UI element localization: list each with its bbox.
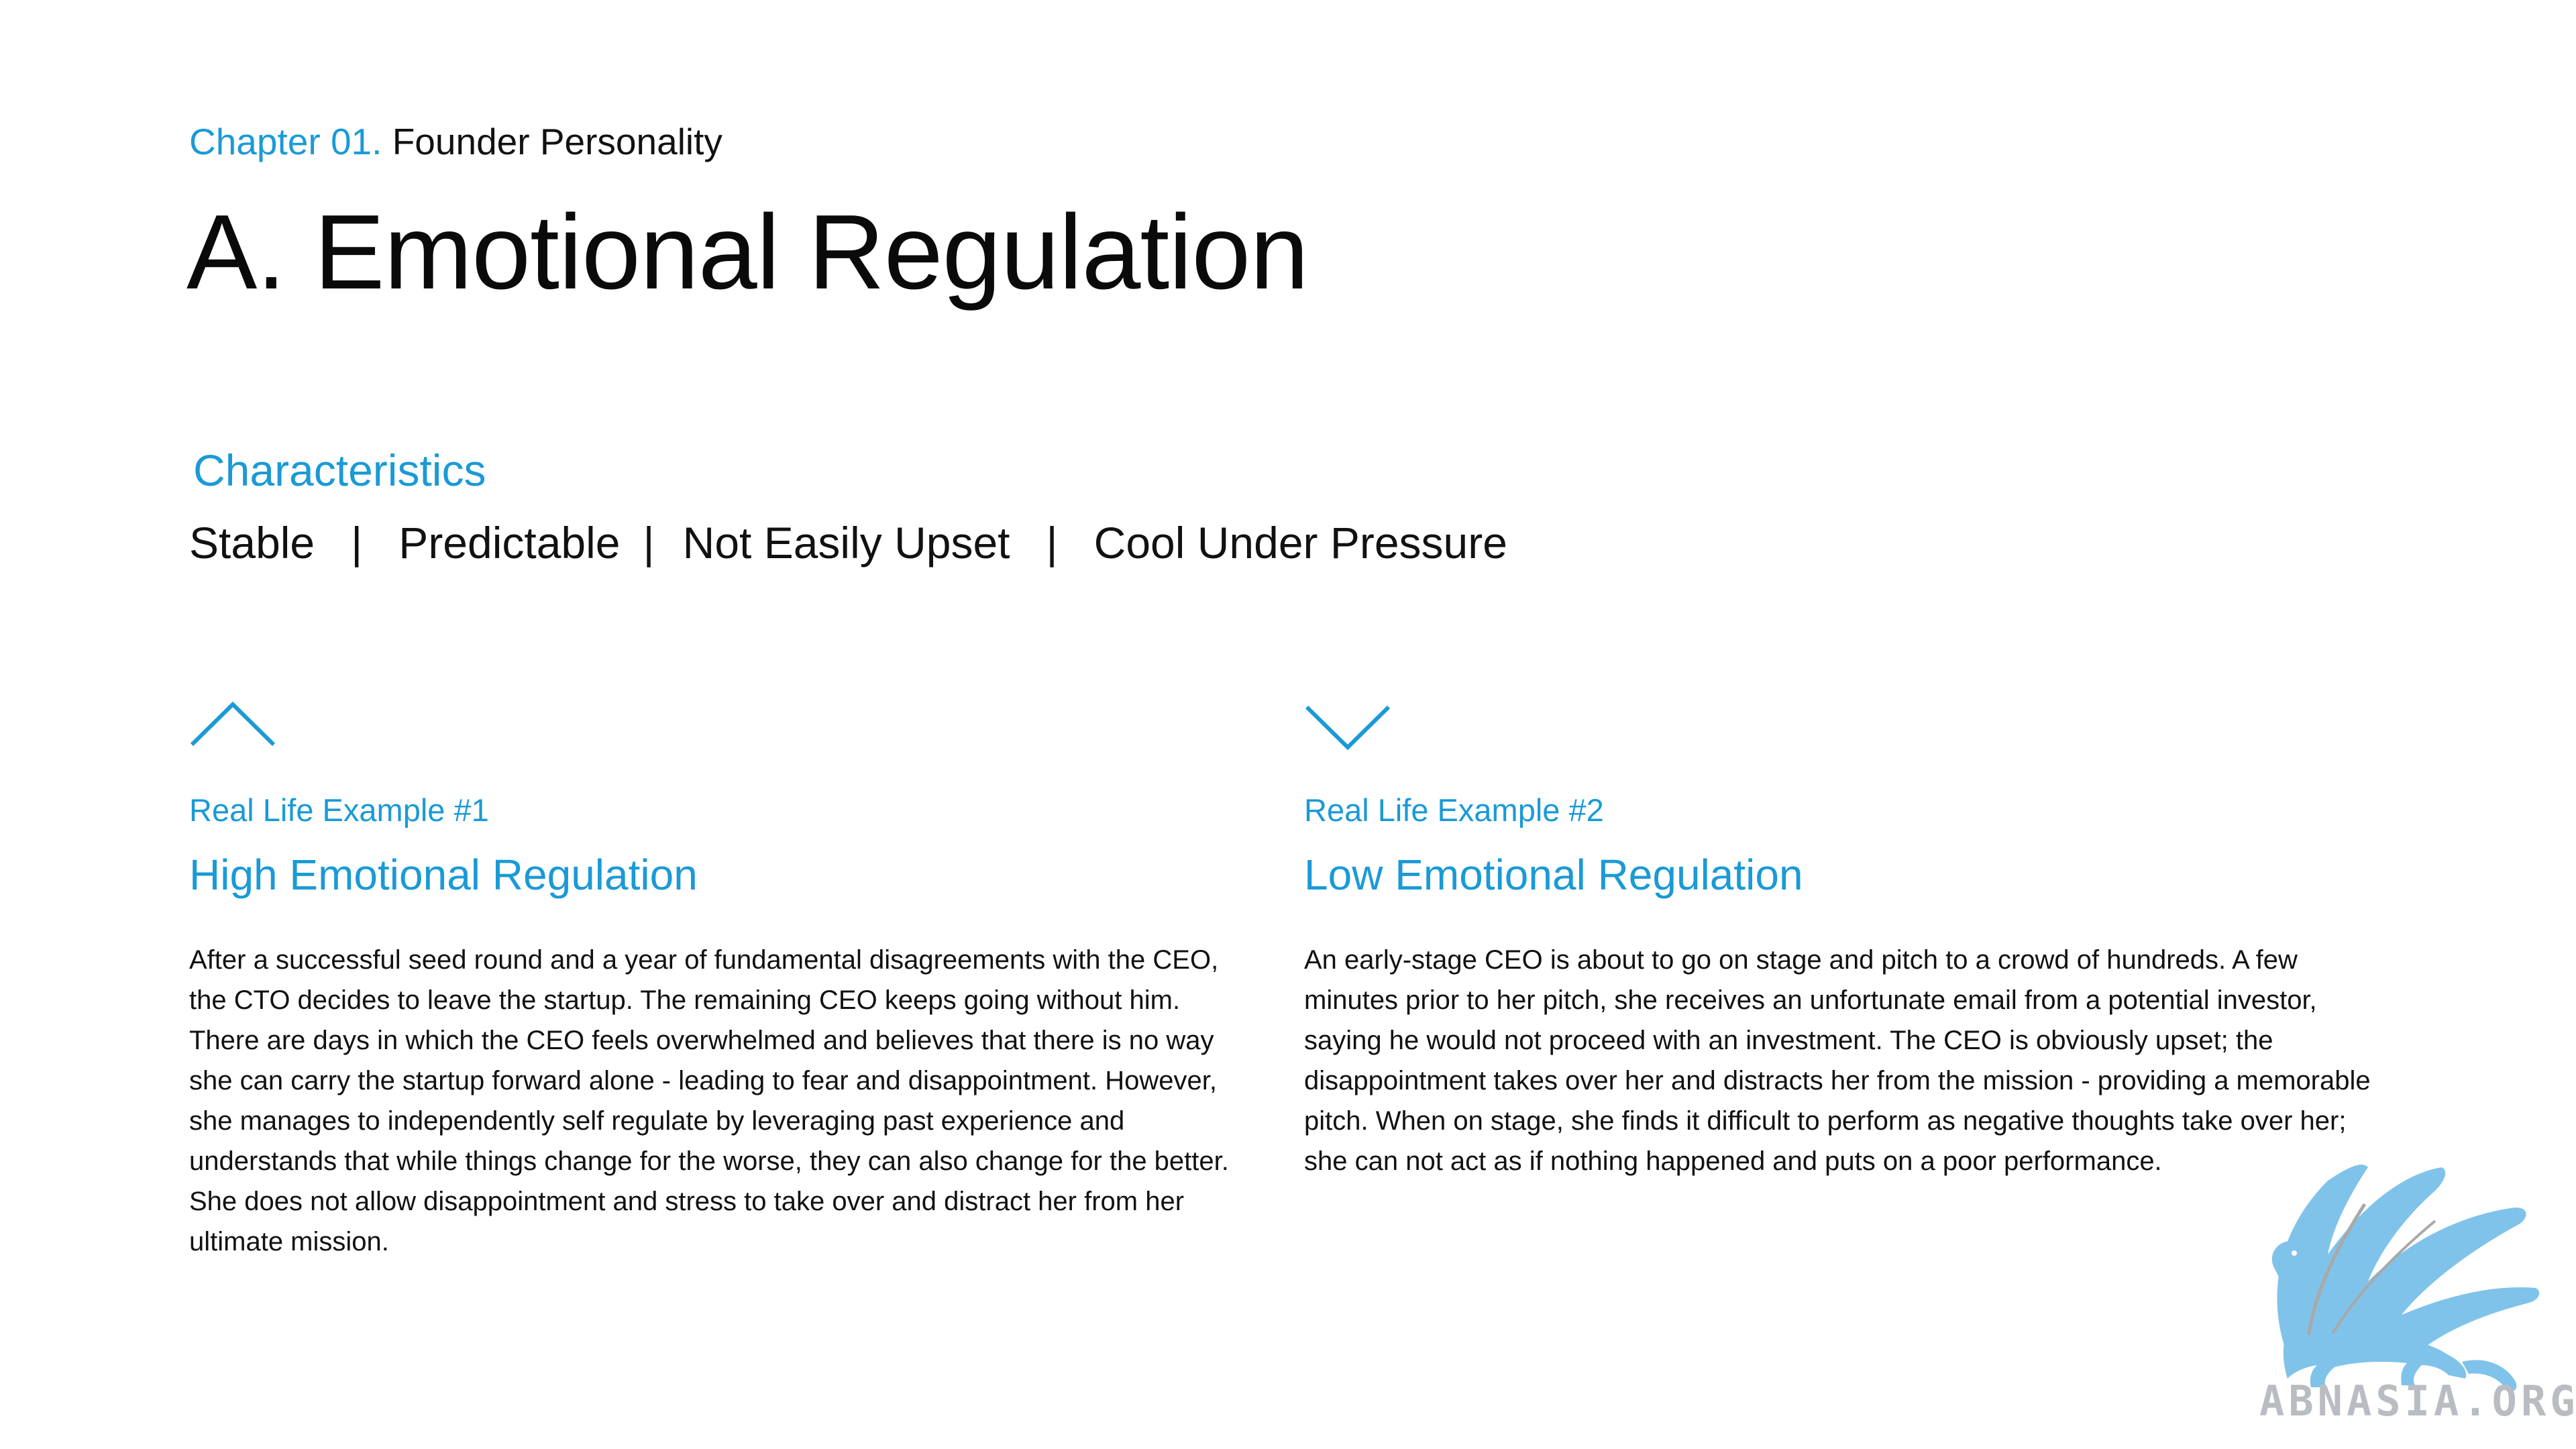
characteristics-list: Stable | Predictable | Not Easily Upset | Cool… xyxy=(189,517,1507,570)
characteristic-item: Stable xyxy=(189,518,315,568)
characteristic-separator: | xyxy=(351,518,363,568)
watermark-text: ABNASIA.ORG xyxy=(2259,1377,2576,1426)
page-title: A. Emotional Regulation xyxy=(186,193,1309,311)
chapter-name: Founder Personality xyxy=(392,121,722,162)
chapter-line: Chapter 01. Founder Personality xyxy=(189,119,722,164)
characteristic-separator: | xyxy=(643,518,655,568)
example-label: Real Life Example #2 xyxy=(1304,792,1604,828)
example-body: An early-stage CEO is about to go on sta… xyxy=(1304,945,2371,1177)
characteristics-heading: Characteristics xyxy=(193,445,486,495)
chapter-prefix: Chapter 01. xyxy=(189,121,382,162)
example-card-low: Real Life Example #2 Low Emotional Regul… xyxy=(1304,698,2377,1181)
characteristic-item: Not Easily Upset xyxy=(682,518,1010,568)
characteristic-item: Predictable xyxy=(398,518,621,568)
example-title: Low Emotional Regulation xyxy=(1304,851,1803,900)
characteristic-item: Cool Under Pressure xyxy=(1093,518,1507,568)
griffin-logo-icon xyxy=(2271,1165,2540,1391)
example-label: Real Life Example #1 xyxy=(189,792,489,828)
example-card-high: Real Life Example #1 High Emotional Regu… xyxy=(189,698,1263,1262)
characteristic-separator: | xyxy=(1046,518,1058,568)
example-title: High Emotional Regulation xyxy=(189,851,698,900)
example-body: After a successful seed round and a year… xyxy=(189,945,1229,1257)
chevron-down-icon xyxy=(1305,705,1391,751)
chevron-up-icon xyxy=(190,701,276,747)
